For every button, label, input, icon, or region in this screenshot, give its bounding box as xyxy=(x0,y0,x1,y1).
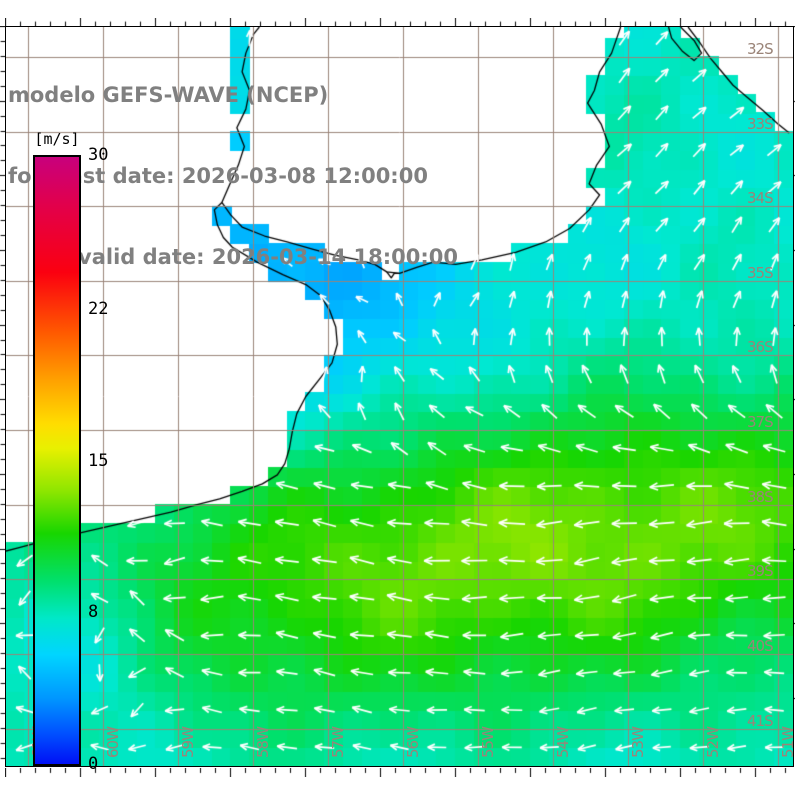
colorbar-gradient xyxy=(33,155,81,766)
wind-direction-arrows-layer xyxy=(6,27,793,766)
lon-label-58W: 58W xyxy=(254,727,273,758)
lat-label-40S: 40S xyxy=(747,637,774,656)
colorbar-tick-22: 22 xyxy=(88,299,109,319)
title-valid-date: valid date: 2026-03-14 18:00:00 xyxy=(78,245,458,269)
title-forecast-date: forecast date: 2026-03-08 12:00:00 xyxy=(8,164,428,188)
colorbar-tick-0: 0 xyxy=(88,754,99,774)
lat-label-41S: 41S xyxy=(747,711,774,730)
lon-label-52W: 52W xyxy=(704,727,723,758)
title-model-line: modelo GEFS-WAVE (NCEP) xyxy=(8,83,329,107)
lat-label-33S: 33S xyxy=(747,114,774,133)
map-title: modelo GEFS-WAVE (NCEP) forecast date: 2… xyxy=(8,28,528,325)
left-ruler-ticks xyxy=(0,26,5,767)
colorbar-tick-30: 30 xyxy=(88,145,109,165)
colorbar-unit-label: [m/s] xyxy=(34,130,80,148)
lon-label-59W: 59W xyxy=(179,727,198,758)
bottom-ruler-ticks xyxy=(5,768,794,777)
lat-label-35S: 35S xyxy=(747,263,774,282)
colorbar-tick-15: 15 xyxy=(88,451,109,471)
lat-label-37S: 37S xyxy=(747,413,774,432)
colorbar-tick-8: 8 xyxy=(88,602,99,622)
colorbar[interactable] xyxy=(33,155,81,766)
lon-label-54W: 54W xyxy=(554,727,573,758)
lon-label-55W: 55W xyxy=(479,727,498,758)
lat-label-38S: 38S xyxy=(747,487,774,506)
lon-label-60W: 60W xyxy=(104,727,123,758)
lat-label-39S: 39S xyxy=(747,562,774,581)
map-plot-area[interactable]: 32S33S34S35S36S37S38S39S40S41S61W60W59W5… xyxy=(5,26,794,767)
lon-label-51W: 51W xyxy=(779,727,794,758)
top-ruler-ticks xyxy=(5,18,794,26)
lon-label-57W: 57W xyxy=(329,727,348,758)
lon-label-56W: 56W xyxy=(404,727,423,758)
lat-label-32S: 32S xyxy=(747,39,774,58)
lat-label-34S: 34S xyxy=(747,189,774,208)
lon-label-53W: 53W xyxy=(629,727,648,758)
lat-label-36S: 36S xyxy=(747,338,774,357)
